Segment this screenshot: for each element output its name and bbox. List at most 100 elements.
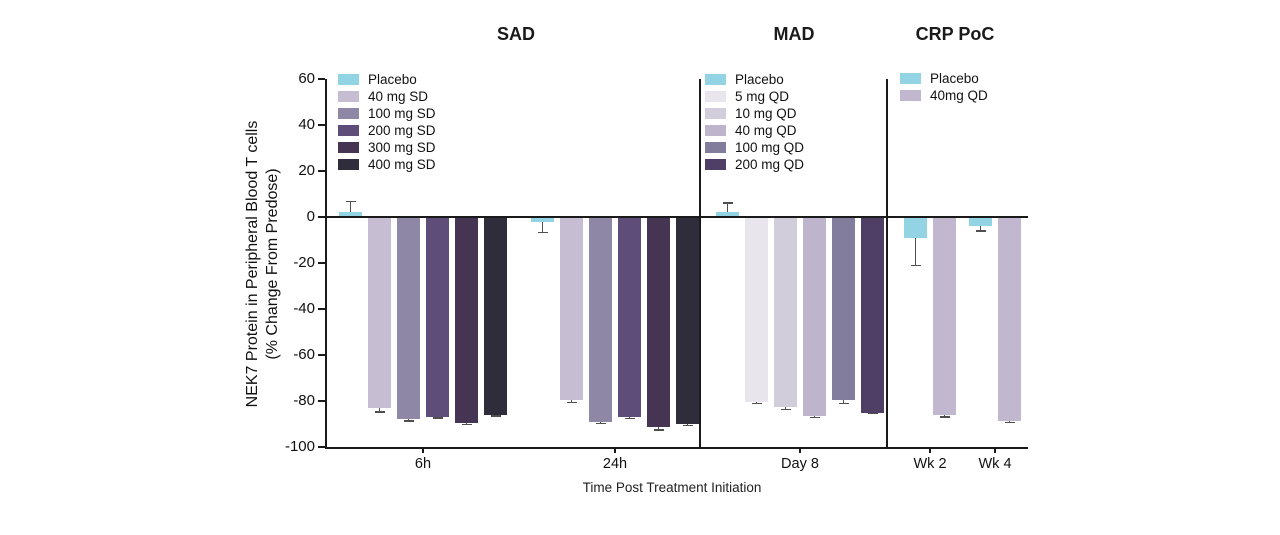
error-bar-line xyxy=(784,406,787,411)
legend-row: 200 mg QD xyxy=(705,157,825,176)
bar xyxy=(832,217,855,400)
bar xyxy=(716,212,739,217)
y-tick-label: -40 xyxy=(293,300,315,317)
y-tick xyxy=(318,170,326,172)
legend-label: 200 mg SD xyxy=(368,123,436,138)
panel-title: CRP PoC xyxy=(915,24,995,44)
legend-swatch xyxy=(338,159,359,170)
y-tick xyxy=(318,446,326,448)
error-bar-cap xyxy=(867,412,878,415)
error-bar-line xyxy=(378,407,381,413)
bar xyxy=(397,217,420,420)
y-tick xyxy=(318,262,326,264)
error-bar-line xyxy=(726,202,729,213)
panel-divider xyxy=(886,79,888,447)
y-tick xyxy=(318,354,326,356)
error-bar-cap xyxy=(722,202,733,204)
panel-title: MAD xyxy=(773,24,815,44)
error-bar-line xyxy=(979,226,982,232)
y-tick-label: -100 xyxy=(284,438,315,455)
x-tick xyxy=(799,447,801,453)
bar xyxy=(455,217,478,423)
legend-row: Placebo xyxy=(900,71,1020,90)
error-bar-cap xyxy=(461,423,472,426)
bar xyxy=(774,217,797,407)
x-tick xyxy=(994,447,996,453)
legend-swatch xyxy=(705,142,726,153)
y-tick xyxy=(318,124,326,126)
panel-divider xyxy=(699,79,701,447)
bar xyxy=(969,217,992,227)
error-bar-cap xyxy=(682,424,693,427)
error-bar-cap xyxy=(566,401,577,404)
y-tick-label: -60 xyxy=(293,346,315,363)
legend-swatch xyxy=(900,90,921,101)
panel-title: SAD xyxy=(496,24,536,44)
y-tick-label: 40 xyxy=(298,116,315,133)
error-bar-line xyxy=(541,221,544,234)
legend-row: 400 mg SD xyxy=(338,157,458,176)
bar xyxy=(560,217,583,400)
legend-row: Placebo xyxy=(338,72,458,91)
legend-swatch xyxy=(900,73,921,84)
bar xyxy=(647,217,670,428)
x-tick-label: Wk 4 xyxy=(978,456,1012,472)
legend-label: Placebo xyxy=(930,71,979,86)
legend-swatch xyxy=(338,74,359,85)
legend-row: 100 mg QD xyxy=(705,140,825,159)
error-bar-cap xyxy=(595,422,606,424)
error-bar-cap xyxy=(537,231,548,234)
legend-label: 40 mg SD xyxy=(368,89,429,104)
error-bar-cap xyxy=(624,417,635,420)
bar xyxy=(861,217,884,413)
bar xyxy=(589,217,612,422)
error-bar-line xyxy=(914,237,917,267)
error-bar-cap xyxy=(780,408,791,411)
bar xyxy=(998,217,1021,421)
error-bar-line xyxy=(657,427,660,431)
x-tick xyxy=(422,447,424,453)
x-tick-label: Wk 2 xyxy=(913,456,947,472)
legend-row: 40mg QD xyxy=(900,88,1020,107)
legend-swatch xyxy=(705,74,726,85)
legend-label: 100 mg SD xyxy=(368,106,436,121)
y-tick-label: -80 xyxy=(293,392,315,409)
legend-row: 100 mg SD xyxy=(338,106,458,125)
bar xyxy=(904,217,927,238)
legend-label: 100 mg QD xyxy=(735,140,805,155)
legend-swatch xyxy=(705,125,726,136)
legend-swatch xyxy=(338,108,359,119)
bar xyxy=(368,217,391,408)
error-bar-line xyxy=(349,200,352,213)
legend-label: Placebo xyxy=(735,72,784,87)
error-bar-cap xyxy=(653,429,664,431)
error-bar-cap xyxy=(910,264,921,267)
y-axis-line xyxy=(325,79,327,449)
error-bar-cap xyxy=(490,415,501,417)
x-tick xyxy=(929,447,931,453)
error-bar-cap xyxy=(1004,421,1015,424)
error-bar-cap xyxy=(432,417,443,419)
bar xyxy=(745,217,768,403)
legend-row: Placebo xyxy=(705,72,825,91)
error-bar-cap xyxy=(374,411,385,413)
y-tick xyxy=(318,308,326,310)
bar xyxy=(339,212,362,217)
y-tick xyxy=(318,216,326,218)
y-tick-label: 0 xyxy=(306,208,315,225)
bar xyxy=(426,217,449,418)
x-tick xyxy=(614,447,616,453)
legend-swatch xyxy=(338,125,359,136)
legend-label: Placebo xyxy=(368,72,417,87)
legend-row: 5 mg QD xyxy=(705,89,825,108)
legend-row: 200 mg SD xyxy=(338,123,458,142)
legend-label: 5 mg QD xyxy=(735,89,790,104)
y-tick-label: -20 xyxy=(293,254,315,271)
bar xyxy=(618,217,641,418)
legend-label: 40 mg QD xyxy=(735,123,797,138)
error-bar-cap xyxy=(403,420,414,422)
error-bar-cap xyxy=(809,416,820,419)
bar xyxy=(933,217,956,415)
legend-row: 300 mg SD xyxy=(338,140,458,159)
